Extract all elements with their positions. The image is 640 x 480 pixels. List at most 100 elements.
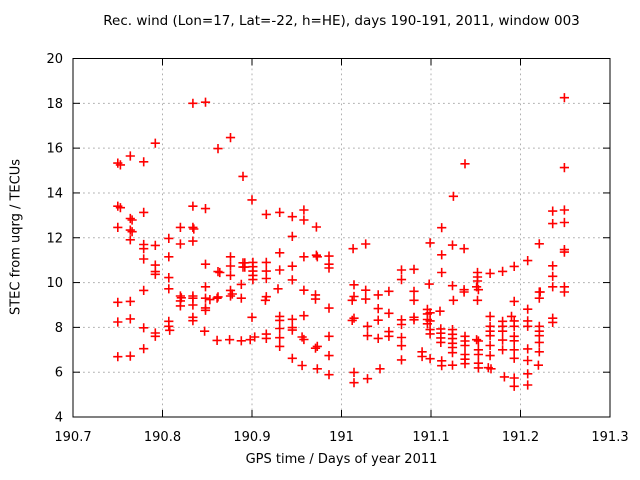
data-point-marker xyxy=(324,370,334,380)
data-point-marker xyxy=(225,261,236,271)
data-point-marker xyxy=(188,201,198,211)
data-point-marker xyxy=(164,252,174,262)
data-point-marker xyxy=(125,213,135,224)
data-point-marker xyxy=(275,315,285,325)
data-point-marker xyxy=(472,295,483,305)
data-point-marker xyxy=(164,284,174,294)
data-point-marker xyxy=(125,351,135,361)
data-point-marker xyxy=(425,354,435,364)
data-point-marker xyxy=(349,313,359,323)
data-point-marker xyxy=(188,222,198,232)
y-tick-label: 14 xyxy=(46,186,63,201)
data-point-marker xyxy=(188,300,198,310)
data-point-marker xyxy=(447,360,458,370)
data-point-marker xyxy=(361,294,371,304)
y-tick-labels: 4 6 8 10 12 14 16 18 20 xyxy=(46,52,63,426)
data-point-marker xyxy=(559,93,569,103)
data-point-marker xyxy=(310,294,321,304)
data-point-marker xyxy=(139,323,149,333)
chart-title: Rec. wind (Lon=17, Lat=-22, h=HE), days … xyxy=(103,13,580,29)
data-point-marker xyxy=(559,217,569,228)
data-point-marker xyxy=(548,206,558,216)
data-point-marker xyxy=(150,138,160,148)
data-point-marker xyxy=(287,261,297,271)
data-point-marker xyxy=(472,276,483,286)
data-point-marker xyxy=(347,315,357,325)
data-point-marker xyxy=(113,352,123,362)
data-point-marker xyxy=(559,163,569,173)
data-point-marker xyxy=(261,273,271,284)
x-axis-label: GPS time / Days of year 2011 xyxy=(245,452,438,467)
data-point-marker xyxy=(236,293,246,303)
data-point-marker xyxy=(113,297,123,307)
data-point-marker xyxy=(523,380,533,390)
y-tick-label: 18 xyxy=(46,97,63,112)
data-point-marker xyxy=(548,261,558,271)
data-point-marker xyxy=(200,305,211,315)
data-point-marker xyxy=(425,238,435,248)
y-tick-label: 6 xyxy=(55,366,63,381)
data-point-marker xyxy=(548,271,558,281)
data-point-marker xyxy=(139,207,149,217)
data-point-marker xyxy=(498,266,508,276)
data-point-marker xyxy=(275,323,285,334)
y-tick-label: 8 xyxy=(55,321,63,336)
data-point-marker xyxy=(238,171,248,181)
data-point-marker xyxy=(125,235,135,245)
data-point-marker xyxy=(175,239,185,249)
data-point-marker xyxy=(125,296,135,306)
data-point-marker xyxy=(460,359,470,369)
data-point-marker xyxy=(409,295,419,305)
data-point-marker xyxy=(213,144,223,154)
data-point-marker xyxy=(485,311,495,321)
data-point-marker xyxy=(523,321,533,331)
data-point-marker xyxy=(200,282,211,292)
x-tick-label: 190.8 xyxy=(144,430,181,445)
data-point-marker xyxy=(115,203,125,213)
data-point-marker xyxy=(287,314,297,324)
y-tick-label: 4 xyxy=(55,411,63,426)
data-point-marker xyxy=(287,325,297,335)
x-tick-label: 191.1 xyxy=(412,430,449,445)
data-point-marker xyxy=(437,361,447,371)
data-point-marker xyxy=(115,160,125,170)
data-point-marker xyxy=(425,308,435,318)
data-point-marker xyxy=(472,335,482,345)
data-point-marker xyxy=(240,262,250,272)
data-point-marker xyxy=(384,286,394,296)
data-point-marker xyxy=(150,240,160,250)
data-point-marker xyxy=(473,349,483,360)
data-point-marker xyxy=(424,279,434,289)
data-point-marker xyxy=(175,222,185,232)
data-point-marker xyxy=(460,340,470,351)
data-point-marker xyxy=(212,335,222,345)
data-point-marker xyxy=(534,293,544,303)
data-point-marker xyxy=(509,353,519,363)
data-point-marker xyxy=(460,159,470,169)
data-point-marker xyxy=(437,267,447,278)
data-point-marker xyxy=(200,204,211,214)
data-point-marker xyxy=(297,360,307,371)
data-point-marker xyxy=(215,267,225,278)
data-point-marker xyxy=(437,250,447,260)
data-point-marker xyxy=(459,287,469,297)
data-point-marker xyxy=(113,317,123,327)
data-point-marker xyxy=(409,315,419,325)
data-point-marker xyxy=(485,340,495,351)
data-point-marker xyxy=(324,331,334,341)
data-point-marker xyxy=(311,250,321,260)
data-point-marker xyxy=(409,286,419,296)
data-point-marker xyxy=(175,301,185,311)
data-point-marker xyxy=(523,256,533,266)
data-point-marker xyxy=(349,367,359,377)
data-point-marker xyxy=(213,267,223,277)
data-point-marker xyxy=(559,287,569,297)
data-point-marker xyxy=(523,355,533,366)
data-point-marker xyxy=(559,205,569,215)
data-point-marker xyxy=(473,336,483,346)
data-point-marker xyxy=(164,233,174,243)
data-point-marker xyxy=(459,244,469,254)
data-point-marker xyxy=(361,239,371,249)
data-point-marker xyxy=(473,285,483,295)
